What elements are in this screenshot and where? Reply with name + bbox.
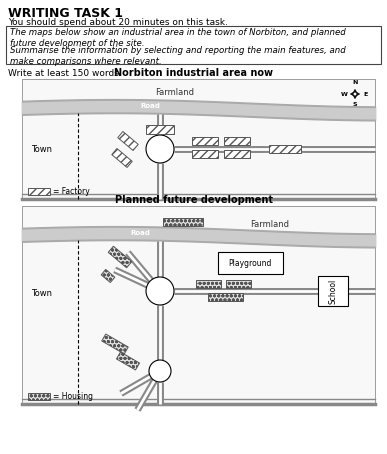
Text: Norbiton industrial area now: Norbiton industrial area now (115, 68, 274, 78)
Text: Summarise the information by selecting and reporting the main features, and
make: Summarise the information by selecting a… (10, 46, 346, 66)
Text: School: School (329, 278, 337, 304)
Bar (269, 145, 301, 153)
Bar (163, 218, 203, 226)
Text: Road: Road (130, 230, 150, 236)
Bar (192, 137, 218, 145)
Text: E: E (364, 92, 368, 97)
Text: WRITING TASK 1: WRITING TASK 1 (8, 7, 123, 20)
Text: Road: Road (140, 104, 160, 109)
Bar (218, 252, 283, 274)
Text: = Housing: = Housing (53, 392, 93, 401)
Bar (112, 148, 132, 168)
Bar (101, 270, 115, 282)
Bar (192, 150, 218, 158)
Bar (318, 276, 348, 306)
Bar (22, 79, 375, 199)
Text: Planned future development: Planned future development (115, 195, 273, 205)
Bar (226, 280, 250, 288)
Text: Town: Town (31, 144, 52, 153)
Bar (118, 132, 138, 150)
Text: You should spend about 20 minutes on this task.: You should spend about 20 minutes on thi… (8, 18, 228, 27)
Bar (207, 293, 243, 301)
Bar (224, 137, 250, 145)
Text: Farmland: Farmland (250, 220, 289, 229)
Text: W: W (341, 92, 348, 97)
Circle shape (146, 277, 174, 305)
Text: Town: Town (31, 290, 52, 298)
Bar (108, 246, 132, 268)
Bar (116, 352, 140, 370)
Bar (22, 206, 375, 404)
Text: Write at least 150 words.: Write at least 150 words. (8, 69, 122, 78)
Text: S: S (353, 103, 357, 108)
Bar (28, 393, 50, 400)
Text: Farmland: Farmland (156, 88, 195, 97)
Circle shape (149, 360, 171, 382)
Text: The maps below show an industrial area in the town of Norbiton, and planned
futu: The maps below show an industrial area i… (10, 28, 346, 49)
Text: Playground: Playground (228, 258, 272, 267)
Bar (6, 26, 381, 64)
Text: = Factory: = Factory (53, 187, 90, 196)
Bar (102, 334, 128, 354)
Text: N: N (352, 80, 358, 85)
Bar (195, 280, 221, 288)
Bar (146, 124, 174, 133)
Bar (28, 188, 50, 195)
Bar (224, 150, 250, 158)
Circle shape (146, 135, 174, 163)
